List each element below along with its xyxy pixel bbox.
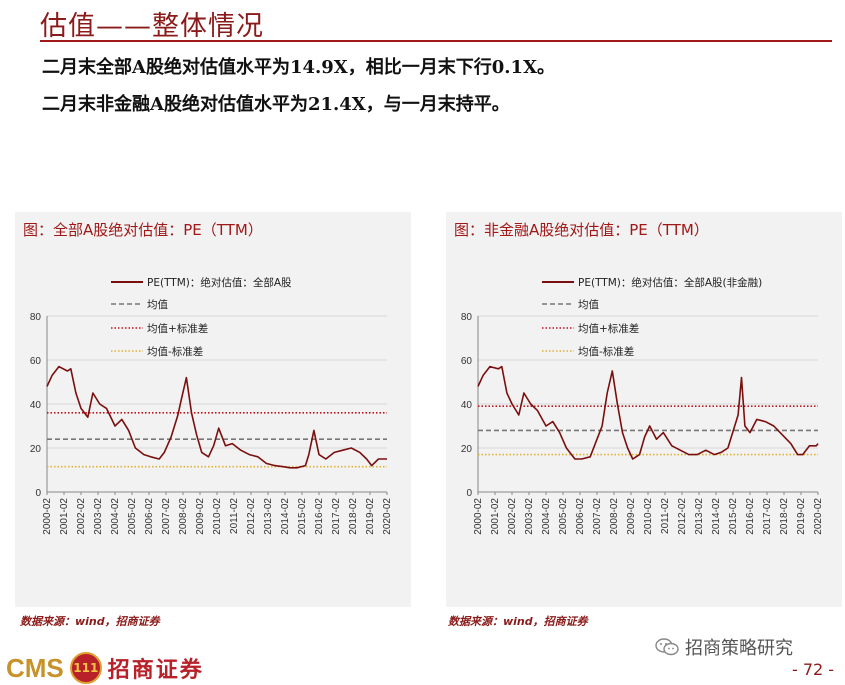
x-tick-label: 2009-02	[195, 498, 206, 535]
x-tick-label: 2008-02	[609, 498, 620, 535]
x-tick-label: 2014-02	[280, 498, 291, 535]
x-tick-label: 2007-02	[592, 498, 603, 535]
pe-chart-all-a: 0 20 40 60 80 2000-02 2001-02 2002-02 2003-02 200…	[30, 276, 393, 535]
legend-label: 均值+标准差	[578, 322, 639, 335]
legend-label: 均值	[147, 298, 168, 311]
x-tick-label: 2017-02	[331, 498, 342, 535]
x-tick-label: 2013-02	[263, 498, 274, 535]
chart-title: 图：非金融A股绝对估值：PE（TTM）	[454, 221, 709, 239]
y-tick-label: 40	[30, 400, 42, 411]
x-tick-label: 2014-02	[711, 498, 722, 535]
legend-label: 均值-标准差	[578, 345, 634, 358]
x-tick-label: 2009-02	[626, 498, 637, 535]
x-tick-label: 2006-02	[575, 498, 586, 535]
page-title: 估值——整体情况	[40, 11, 264, 42]
y-tick-label: 40	[461, 400, 473, 411]
data-source-left: 数据来源：wind，招商证券	[20, 615, 160, 628]
cms-logo: CMS 111 招商证券	[6, 652, 204, 684]
y-tick-label: 20	[30, 444, 42, 455]
x-tick-label: 2000-02	[42, 498, 53, 535]
legend-label: 均值	[578, 298, 599, 311]
y-tick-label: 0	[466, 488, 472, 499]
x-tick-label: 2017-02	[762, 498, 773, 535]
x-tick-label: 2010-02	[643, 498, 654, 535]
legend-label: 均值-标准差	[147, 345, 203, 358]
x-tick-label: 2001-02	[490, 498, 501, 535]
chart-title: 图：全部A股绝对估值：PE（TTM）	[23, 221, 263, 239]
x-tick-label: 2012-02	[677, 498, 688, 535]
data-source-right: 数据来源：wind，招商证券	[448, 615, 588, 628]
x-tick-label: 2019-02	[365, 498, 376, 535]
x-tick-label: 2013-02	[694, 498, 705, 535]
legend-label: 均值+标准差	[147, 322, 208, 335]
x-tick-label: 2019-02	[796, 498, 807, 535]
x-tick-label: 2000-02	[473, 498, 484, 535]
title-divider	[40, 40, 832, 42]
x-tick-label: 2006-02	[144, 498, 155, 535]
x-tick-label: 2016-02	[745, 498, 756, 535]
x-tick-label: 2015-02	[297, 498, 308, 535]
x-tick-label: 2010-02	[212, 498, 223, 535]
x-tick-label: 2008-02	[178, 498, 189, 535]
logo-text: CMS	[6, 652, 64, 683]
chart-panel-all-a: 图：全部A股绝对估值：PE（TTM） 0 20 40 60 80 2000-02 2001-…	[15, 212, 411, 607]
pe-chart-non-financial: 0 20 40 60 80 2000-02 2001-02 2002-02 2003-02 200…	[461, 276, 824, 535]
summary-line-2: 二月末非金融A股绝对估值水平为21.4X，与一月末持平。	[42, 94, 510, 115]
summary-line-1: 二月末全部A股绝对估值水平为14.9X，相比一月末下行0.1X。	[42, 57, 556, 78]
logo-badge-icon: 111	[69, 652, 102, 684]
x-tick-label: 2005-02	[127, 498, 138, 535]
x-tick-label: 2004-02	[110, 498, 121, 535]
y-tick-label: 80	[30, 312, 42, 323]
x-tick-label: 2005-02	[558, 498, 569, 535]
x-tick-label: 2001-02	[59, 498, 70, 535]
x-tick-label: 2003-02	[93, 498, 104, 535]
pe-series-line	[46, 365, 387, 469]
y-tick-label: 0	[35, 488, 41, 499]
y-tick-label: 20	[461, 444, 473, 455]
x-tick-label: 2018-02	[779, 498, 790, 535]
x-tick-label: 2015-02	[728, 498, 739, 535]
x-tick-label: 2020-02	[813, 498, 824, 535]
x-tick-label: 2018-02	[348, 498, 359, 535]
x-tick-label: 2004-02	[541, 498, 552, 535]
wechat-account: 招商策略研究	[655, 634, 793, 660]
wechat-icon	[655, 638, 679, 656]
x-tick-label: 2003-02	[524, 498, 535, 535]
legend-label: PE(TTM)：绝对估值：全部A股(非金融)	[578, 276, 762, 289]
x-tick-label: 2002-02	[76, 498, 87, 535]
wechat-label: 招商策略研究	[685, 638, 793, 659]
legend-label: PE(TTM)：绝对估值：全部A股	[147, 276, 292, 289]
chart-panel-non-financial: 图：非金融A股绝对估值：PE（TTM） 0 20 40 60 80 2000-02 2001…	[446, 212, 842, 607]
page-number: - 72 -	[792, 660, 835, 679]
y-tick-label: 60	[30, 356, 42, 367]
x-tick-label: 2002-02	[507, 498, 518, 535]
y-tick-label: 80	[461, 312, 473, 323]
x-tick-label: 2011-02	[660, 498, 671, 534]
x-tick-label: 2020-02	[382, 498, 393, 535]
y-tick-label: 60	[461, 356, 473, 367]
x-tick-label: 2011-02	[229, 498, 240, 534]
x-tick-label: 2007-02	[161, 498, 172, 535]
x-tick-label: 2016-02	[314, 498, 325, 535]
logo-chinese-name: 招商证券	[107, 658, 204, 683]
pe-series-line	[477, 365, 819, 460]
x-tick-label: 2012-02	[246, 498, 257, 535]
